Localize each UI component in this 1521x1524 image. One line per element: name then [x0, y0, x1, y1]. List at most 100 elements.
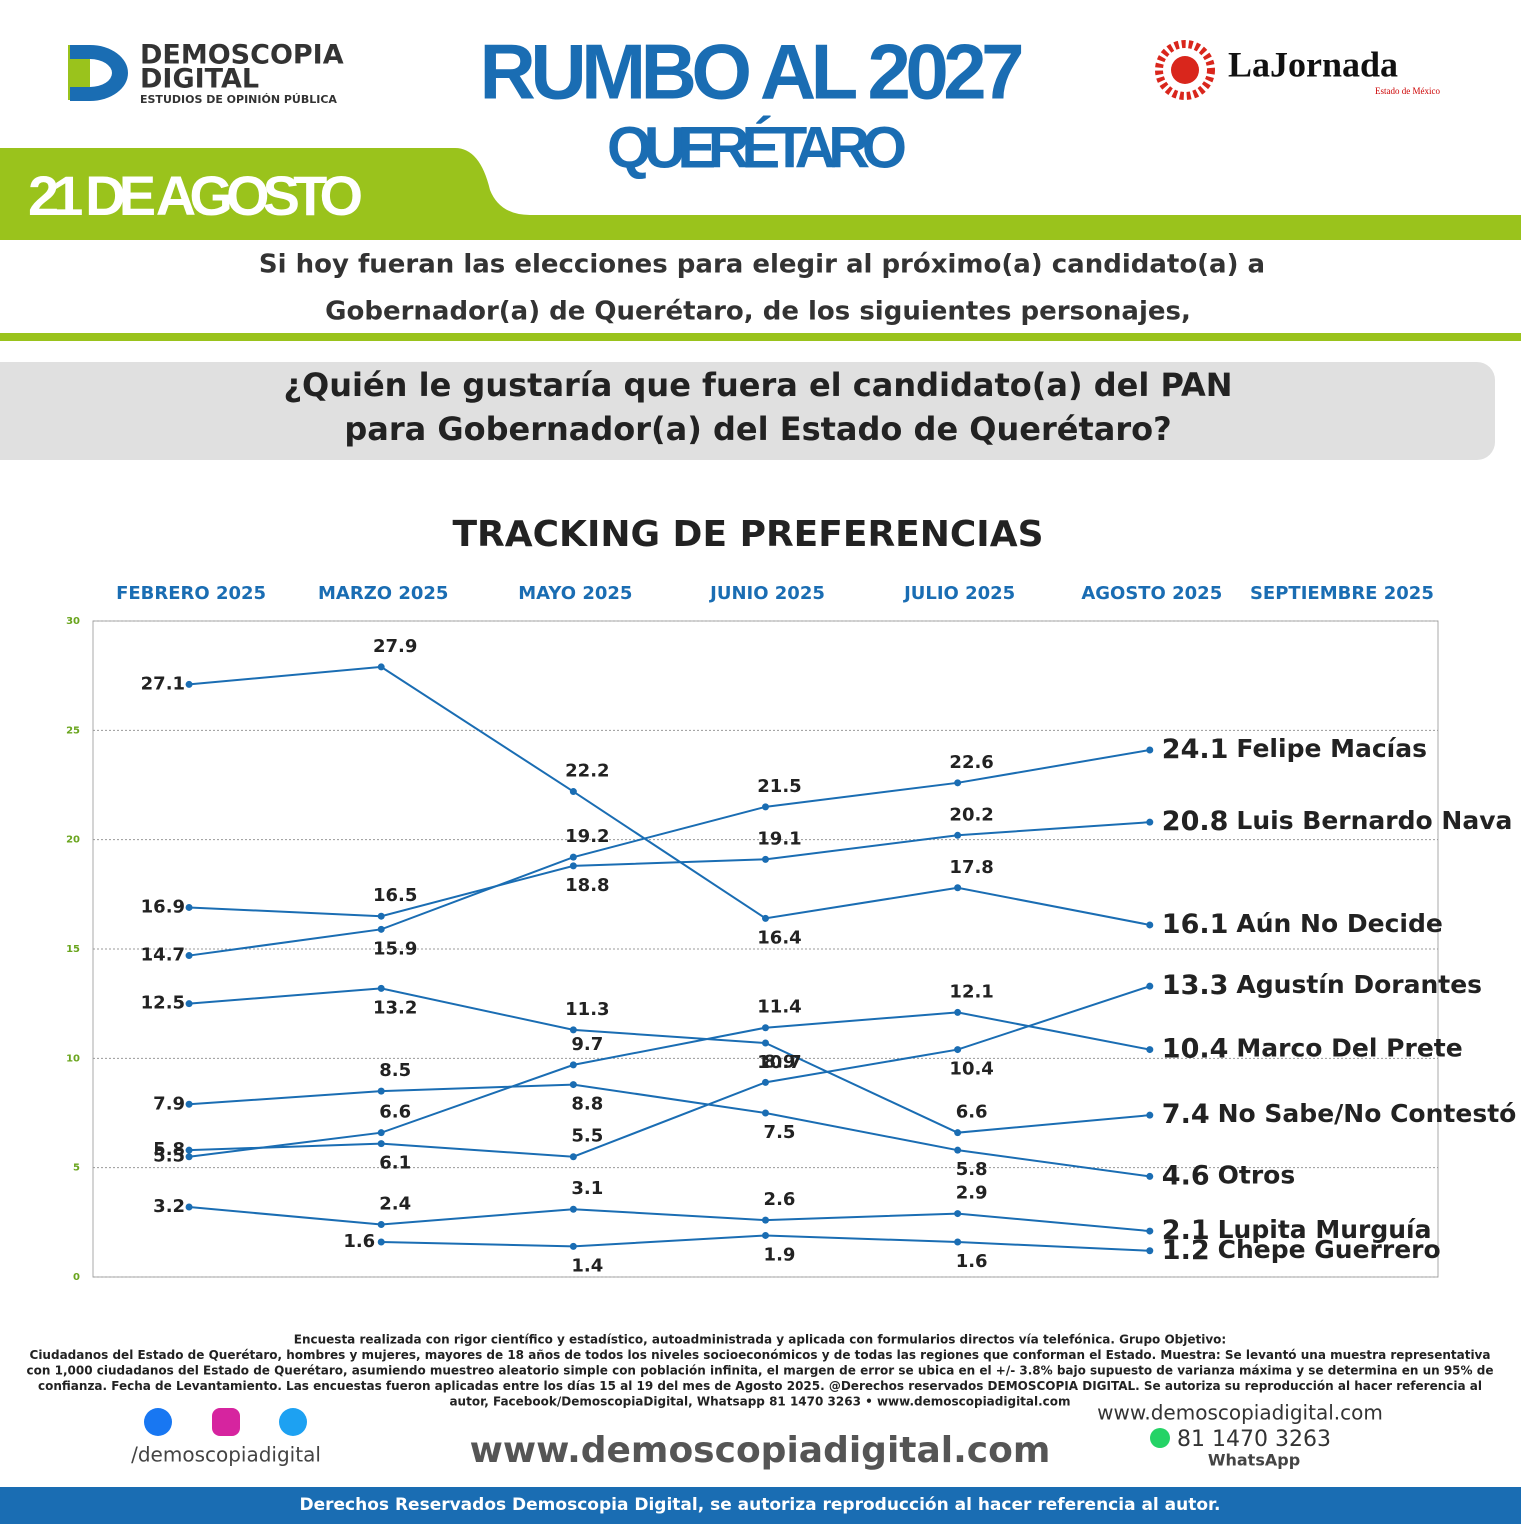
data-point — [377, 1129, 385, 1137]
value-label: 22.6 — [949, 752, 993, 773]
value-label: 27.9 — [373, 636, 417, 657]
series-line — [188, 1011, 1150, 1158]
y-tick-label: 15 — [66, 944, 80, 955]
data-point — [185, 1153, 193, 1161]
brand: DIGITAL — [140, 64, 259, 95]
series-name: Marco Del Prete — [1236, 1034, 1462, 1063]
series-name: Chepe Guerrero — [1218, 1235, 1441, 1264]
end-label: 13.3 Agustín Dorantes — [1162, 970, 1482, 1001]
value-label: 15.9 — [373, 938, 417, 959]
footnote-line: confianza. Fecha de Levantamiento. Las e… — [38, 1379, 1482, 1393]
website-small: www.demoscopiadigital.com — [1097, 1401, 1383, 1425]
value-label: 8.9 — [764, 1051, 796, 1072]
series-line — [188, 1206, 1150, 1233]
question-box — [0, 362, 1495, 460]
series-name: Otros — [1218, 1160, 1296, 1189]
partner-logo: LaJornada Estado de México — [1155, 40, 1440, 100]
value-label: 7.9 — [153, 1093, 185, 1114]
instagram-icon — [212, 1408, 240, 1436]
end-value: 1.2 — [1162, 1234, 1210, 1265]
value-label: 5.8 — [956, 1159, 988, 1180]
series-name: Felipe Macías — [1236, 734, 1427, 763]
data-point — [377, 912, 385, 920]
value-label: 16.9 — [141, 896, 185, 917]
end-label: 10.4 Marco Del Prete — [1162, 1033, 1463, 1064]
data-point — [1146, 1227, 1154, 1235]
data-point — [377, 925, 385, 933]
data-point — [954, 1238, 962, 1246]
y-tick-label: 10 — [66, 1053, 80, 1064]
x-category-label: FEBRERO 2025 — [116, 583, 266, 604]
end-label: 4.6 Otros — [1162, 1160, 1295, 1191]
facebook-icon — [144, 1408, 172, 1436]
logo-d — [70, 45, 128, 101]
end-value: 2.1 — [1162, 1215, 1210, 1246]
data-point — [762, 1216, 769, 1224]
value-label: 19.2 — [565, 826, 609, 847]
phone: 81 1470 3263 — [1177, 1427, 1331, 1452]
data-point — [1146, 1111, 1154, 1119]
data-point — [569, 1242, 577, 1250]
title: RUMBO AL 2027 — [480, 28, 1025, 116]
series-name: No Sabe/No Contestó — [1218, 1099, 1517, 1128]
series-name: Aún No Decide — [1236, 909, 1442, 938]
data-point — [762, 1231, 769, 1239]
end-label: 24.1 Felipe Macías — [1162, 734, 1427, 765]
data-point — [954, 1129, 962, 1137]
date: 21 DE AGOSTO — [28, 164, 363, 227]
value-label: 19.1 — [757, 828, 801, 849]
data-point — [762, 855, 769, 863]
data-point — [569, 853, 577, 861]
data-point — [1146, 746, 1154, 754]
y-tick-label: 30 — [66, 616, 80, 627]
value-label: 5.5 — [153, 1146, 185, 1167]
value-label: 11.4 — [757, 997, 801, 1018]
data-point — [1146, 1046, 1154, 1054]
question: ¿Quién le gustaría que fuera el candidat… — [283, 366, 1232, 404]
data-point — [377, 1238, 385, 1246]
brand: DEMOSCOPIA — [140, 40, 344, 71]
end-label: 7.4 No Sabe/No Contestó — [1162, 1099, 1517, 1130]
footnote: Encuesta realizada con rigor científico … — [27, 1333, 1494, 1409]
intro: Si hoy fueran las elecciones para elegir… — [259, 250, 1265, 280]
end-value: 13.3 — [1162, 970, 1229, 1001]
value-label: 10.7 — [757, 1052, 801, 1073]
y-tick-label: 20 — [66, 835, 80, 846]
footnote-line: Encuesta realizada con rigor científico … — [294, 1333, 1226, 1347]
data-point — [185, 1146, 193, 1154]
value-label: 1.6 — [343, 1231, 375, 1252]
x-category-label: JULIO 2025 — [902, 583, 1015, 604]
value-label: 6.6 — [956, 1102, 988, 1123]
partner-icon — [1155, 40, 1215, 100]
value-label: 13.2 — [373, 997, 417, 1018]
data-point — [569, 1081, 577, 1089]
value-label: 1.6 — [956, 1251, 988, 1272]
series-line — [188, 749, 1150, 957]
series-line — [188, 987, 1150, 1134]
data-point — [762, 803, 769, 811]
series-name: Agustín Dorantes — [1236, 970, 1482, 999]
data-point — [377, 1221, 385, 1229]
data-point — [569, 788, 577, 796]
value-label: 3.1 — [571, 1178, 603, 1199]
series-line — [189, 1083, 1150, 1178]
data-point — [185, 903, 193, 911]
value-label: 22.2 — [565, 761, 609, 782]
data-point — [762, 1078, 769, 1086]
end-value: 10.4 — [1162, 1033, 1229, 1064]
data-point — [185, 1100, 193, 1108]
partner-tagline: Estado de México — [1375, 86, 1440, 96]
data-point — [954, 1008, 962, 1016]
data-point — [569, 1205, 577, 1213]
date-band — [0, 148, 1521, 240]
value-label: 27.1 — [141, 673, 185, 694]
data-point — [377, 1087, 385, 1095]
chart-title: TRACKING DE PREFERENCIAS — [453, 514, 1044, 555]
end-label: 2.1 Lupita Murguía — [1162, 1215, 1432, 1246]
data-point — [185, 1000, 193, 1008]
data-point — [762, 1109, 769, 1117]
data-point — [377, 984, 385, 992]
partner-icon — [1171, 56, 1199, 84]
series-line — [188, 665, 1150, 926]
